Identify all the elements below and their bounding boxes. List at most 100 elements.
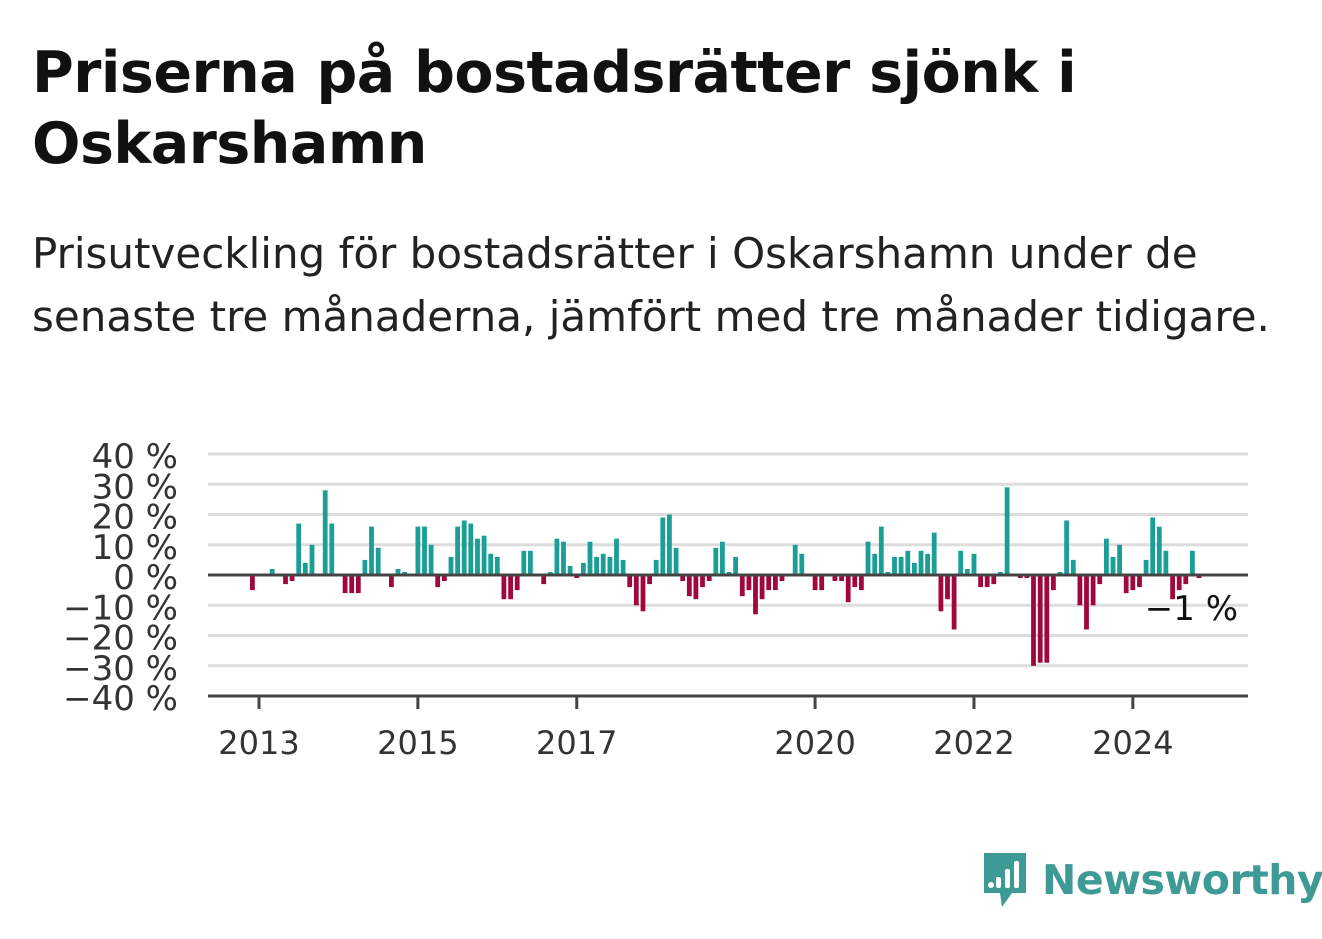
bar (872, 553, 878, 575)
bar (1064, 520, 1069, 575)
bar (1190, 550, 1195, 575)
bar (362, 559, 368, 575)
bar (1031, 575, 1036, 666)
bar (389, 575, 394, 588)
bar (713, 547, 719, 575)
bar-chart: 40 %30 %20 %10 %0 %−10 %−20 %−30 %−40 % 2… (63, 437, 1248, 762)
bar (620, 559, 626, 575)
bar (753, 575, 758, 615)
bar (627, 575, 633, 588)
bar (859, 575, 864, 591)
bar (329, 523, 335, 575)
bar (442, 575, 447, 581)
bar (369, 526, 374, 575)
bar (468, 523, 474, 575)
bar (660, 517, 666, 575)
y-tick-label: −20 % (63, 619, 178, 659)
bar (739, 575, 745, 597)
bar (759, 575, 765, 600)
bar (554, 538, 560, 575)
bar (1070, 559, 1076, 575)
axes (208, 573, 1248, 709)
bar (594, 556, 599, 575)
bar (693, 575, 699, 600)
y-tick-label: 10 % (92, 528, 178, 568)
bar (355, 575, 361, 594)
grid-lines (208, 452, 1248, 668)
bar (349, 575, 355, 594)
bar (269, 569, 275, 575)
bar (481, 535, 487, 575)
bar (925, 553, 930, 575)
bar (375, 547, 381, 575)
x-tick-label: 2013 (218, 724, 299, 762)
bar (912, 562, 917, 575)
bar (521, 550, 527, 575)
bar (494, 556, 500, 575)
bar (488, 553, 494, 575)
bar (435, 575, 441, 588)
end-value-label: −1 % (1145, 589, 1238, 629)
bar (812, 575, 818, 591)
bar (984, 575, 990, 588)
chart-title: Priserna på bostadsrätter sjönk i Oskars… (32, 40, 1077, 177)
bar (614, 538, 619, 575)
bar (561, 541, 566, 575)
bar (633, 575, 639, 606)
bar (686, 575, 692, 597)
bar (415, 526, 421, 575)
bar (567, 565, 573, 575)
bar (428, 544, 434, 576)
bar (309, 544, 315, 576)
bar (1176, 575, 1182, 591)
bar (1077, 575, 1083, 606)
bar (600, 553, 606, 575)
y-tick-label: 30 % (92, 467, 178, 507)
y-tick-label: 20 % (92, 498, 178, 538)
bar (647, 575, 652, 585)
bar (289, 575, 295, 581)
bar (773, 575, 778, 591)
y-tick-label: −40 % (63, 679, 178, 719)
bar (1104, 538, 1109, 575)
bar (475, 538, 480, 575)
x-tick-label: 2015 (377, 724, 458, 762)
bar (1123, 575, 1129, 594)
y-tick-label: 0 % (113, 558, 178, 598)
brand-name: Newsworthy (1042, 856, 1322, 904)
bar (892, 556, 897, 575)
bar (898, 556, 904, 575)
bar (1051, 575, 1056, 591)
bar (501, 575, 507, 600)
bar (878, 526, 884, 575)
x-tick-label: 2020 (774, 724, 855, 762)
bar (746, 575, 752, 591)
bar (528, 550, 533, 575)
bar (455, 526, 460, 575)
bar (951, 575, 957, 630)
bar (1117, 544, 1122, 576)
bar (865, 541, 871, 575)
bar (945, 575, 950, 600)
bar (296, 523, 302, 575)
bar (283, 575, 288, 585)
bar (640, 575, 646, 612)
bar (978, 575, 983, 588)
bar (852, 575, 858, 588)
bar (1004, 487, 1010, 575)
bar (1163, 550, 1169, 575)
bar (733, 556, 738, 575)
y-tick-label: 40 % (92, 437, 178, 477)
bar (792, 544, 798, 576)
bar (991, 575, 997, 585)
bar (541, 575, 547, 585)
bar (1150, 517, 1156, 575)
bar (1143, 559, 1149, 575)
bar (706, 575, 712, 581)
bar (832, 575, 838, 581)
bar (931, 532, 937, 575)
bar (1156, 526, 1162, 575)
bar (461, 520, 467, 575)
bar (1084, 575, 1089, 630)
bar (1137, 575, 1142, 588)
